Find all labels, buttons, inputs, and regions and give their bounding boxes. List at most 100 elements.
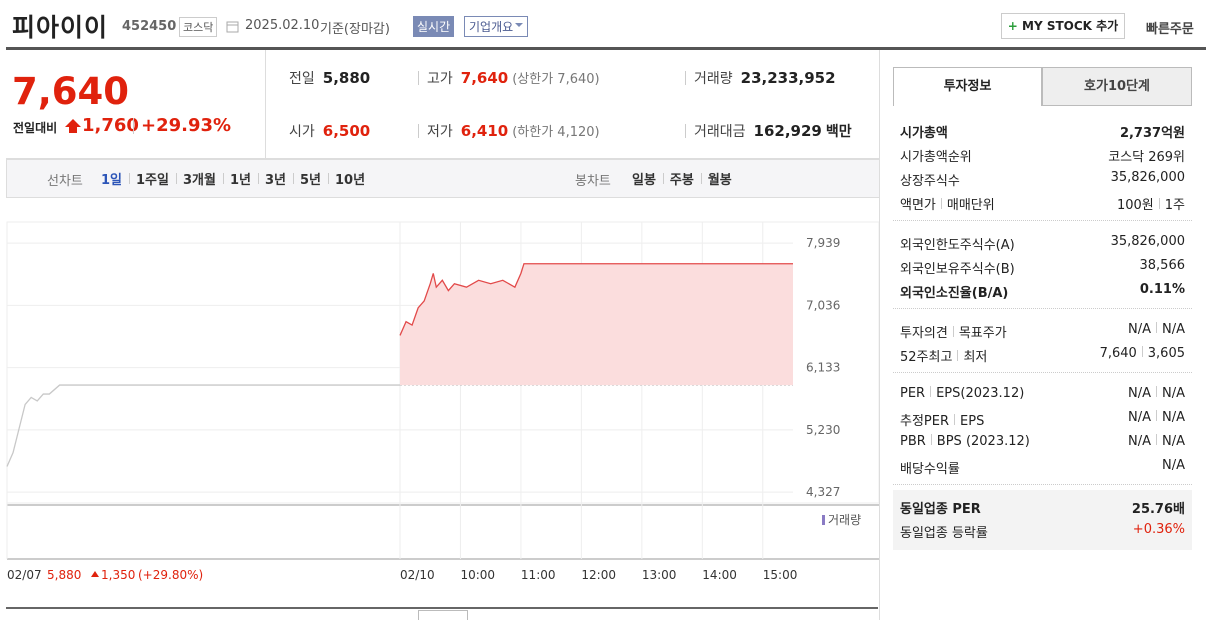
info-label: 외국인한도주식수(A) bbox=[900, 234, 1015, 253]
sep bbox=[952, 326, 954, 337]
change: 1,760 bbox=[82, 115, 139, 136]
info-label: 52주최고 최저 bbox=[900, 346, 987, 365]
quote-item: 고가 7,640 (상한가 7,640) bbox=[427, 68, 600, 88]
market-tag: 코스닥 bbox=[179, 17, 218, 37]
period-tab[interactable]: 1일 bbox=[101, 173, 123, 188]
info-label: 배당수익률 bbox=[900, 458, 960, 477]
value-part: +0.36% bbox=[1132, 522, 1185, 537]
info-value: 38,566 bbox=[1140, 258, 1186, 273]
quote-divider bbox=[265, 50, 266, 158]
label-part: 투자의견 bbox=[900, 326, 948, 341]
info-value: N/A N/A bbox=[1128, 386, 1185, 401]
label-part: 동일업종 PER bbox=[900, 502, 981, 517]
value-part: 3,605 bbox=[1147, 346, 1185, 361]
period-tab[interactable]: 3개월 bbox=[182, 173, 216, 188]
info-value: N/A bbox=[1162, 458, 1185, 473]
item-note: (하한가 4,120) bbox=[512, 125, 600, 140]
sep bbox=[175, 173, 177, 184]
overview-button[interactable]: 기업개요 bbox=[464, 16, 529, 37]
label-part: 시가총액순위 bbox=[900, 150, 972, 165]
sep bbox=[700, 173, 702, 184]
dropdown-arrow bbox=[515, 23, 524, 31]
info-label: 동일업종 PER bbox=[900, 498, 981, 517]
sep bbox=[292, 173, 294, 184]
candle-tab[interactable]: 월봉 bbox=[707, 173, 732, 188]
sep bbox=[222, 173, 224, 184]
info-value: 0.11% bbox=[1140, 282, 1185, 297]
label-part: PER bbox=[900, 386, 926, 401]
calendar-icon bbox=[226, 21, 239, 33]
label-part: 52주최고 bbox=[900, 350, 953, 365]
value-part: N/A bbox=[1128, 322, 1151, 337]
collapse-button[interactable] bbox=[418, 610, 468, 620]
label-part: 외국인소진율(B/A) bbox=[900, 286, 1009, 301]
info-tab[interactable]: 호가10단계 bbox=[1042, 67, 1192, 106]
sep bbox=[930, 386, 932, 397]
up-arrow bbox=[65, 119, 81, 133]
info-tab-active[interactable]: 투자정보 bbox=[893, 67, 1042, 106]
line-chart-label: 선차트 bbox=[47, 174, 83, 189]
sep bbox=[328, 173, 329, 184]
rate: +29.93% bbox=[141, 115, 232, 136]
period-tab[interactable]: 5년 bbox=[299, 173, 321, 188]
volume-legend: 거래량 bbox=[828, 513, 861, 527]
y-tick-label: 4,327 bbox=[806, 485, 840, 499]
item-label: 저가 bbox=[427, 124, 453, 140]
item-value: 162,929 bbox=[753, 122, 822, 140]
x-tick-label: 13:00 bbox=[642, 568, 677, 582]
label-part: PBR bbox=[900, 434, 926, 449]
info-value: 100원 1주 bbox=[1117, 194, 1185, 213]
realtime-tag[interactable]: 실시간 bbox=[413, 16, 455, 37]
period-tab[interactable]: 1주일 bbox=[136, 173, 169, 188]
price-line bbox=[399, 263, 793, 336]
period-tab[interactable]: 10년 bbox=[335, 173, 366, 188]
item-note: (상한가 7,640) bbox=[512, 72, 600, 87]
x-tick-label: 02/07 bbox=[7, 568, 42, 582]
value-part: N/A bbox=[1128, 410, 1151, 425]
quote-item: 시가 6,500 bbox=[289, 121, 370, 141]
period-tab[interactable]: 3년 bbox=[264, 173, 286, 188]
item-value: 7,640 bbox=[460, 69, 509, 87]
candle-chart-label: 봉차트 bbox=[575, 174, 611, 189]
item-label: 전일 bbox=[289, 71, 315, 87]
sep bbox=[685, 124, 686, 138]
period-tabs bbox=[6, 159, 880, 198]
value-part: N/A bbox=[1162, 410, 1185, 425]
value-part: 1주 bbox=[1164, 198, 1185, 213]
y-tick-label: 7,939 bbox=[806, 236, 840, 250]
value-part: N/A bbox=[1128, 386, 1151, 401]
candle-tab[interactable]: 주봉 bbox=[669, 173, 694, 188]
label-part: 매매단위 bbox=[946, 198, 995, 213]
volume-legend-swatch bbox=[822, 515, 825, 525]
price-line bbox=[6, 384, 400, 467]
sep bbox=[257, 173, 259, 184]
x-tick-label: 10:00 bbox=[460, 568, 495, 582]
period-tab[interactable]: 1년 bbox=[229, 173, 251, 188]
sep bbox=[1156, 434, 1157, 445]
item-value: 5,880 bbox=[322, 69, 371, 87]
panel-divider bbox=[879, 50, 880, 620]
prev-rate: (+29.80%) bbox=[138, 568, 203, 582]
quote-item: 저가 6,410 (하한가 4,120) bbox=[427, 121, 600, 141]
candle-tab[interactable]: 일봉 bbox=[632, 173, 656, 188]
info-value: 35,826,000 bbox=[1111, 170, 1185, 185]
stock-name: 피아이이 bbox=[12, 13, 109, 42]
x-tick-label: 02/10 bbox=[400, 568, 435, 582]
info-value: 25.76배 bbox=[1132, 498, 1185, 517]
item-unit: 백만 bbox=[825, 124, 852, 140]
item-value: 23,233,952 bbox=[740, 69, 836, 87]
value-part: 35,826,000 bbox=[1110, 170, 1185, 185]
quote-item: 전일 5,880 bbox=[289, 68, 370, 88]
label-part: 목표주가 bbox=[958, 326, 1007, 341]
info-label: 추정PER EPS bbox=[900, 410, 984, 429]
sep bbox=[1156, 322, 1157, 333]
value-part: 2,737억원 bbox=[1119, 126, 1185, 141]
label-part: EPS(2023.12) bbox=[936, 386, 1025, 401]
value-part: 코스닥 269위 bbox=[1108, 150, 1185, 165]
sep bbox=[1141, 346, 1143, 357]
value-part: 38,566 bbox=[1139, 258, 1186, 273]
sep bbox=[957, 350, 959, 361]
mystock-button[interactable]: + MY STOCK 추가 bbox=[1001, 13, 1125, 39]
quick-order[interactable]: 빠른주문 bbox=[1146, 22, 1194, 37]
